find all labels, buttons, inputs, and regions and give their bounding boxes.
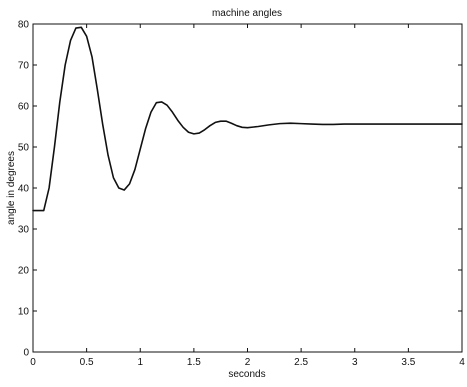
series-line xyxy=(32,26,463,212)
y-tick-label: 30 xyxy=(18,225,30,236)
y-tick-label: 50 xyxy=(18,143,30,154)
x-tick-label: 2 xyxy=(245,357,251,368)
x-axis-label: seconds xyxy=(228,369,265,380)
plot-frame xyxy=(32,23,463,353)
chart-title: machine angles xyxy=(212,8,282,19)
x-tick-label: 3 xyxy=(352,357,358,368)
x-tick-label: 2.5 xyxy=(294,357,308,368)
x-tick-label: 4 xyxy=(459,357,465,368)
y-axis-label: angle in degrees xyxy=(6,151,17,225)
x-tick-label: 3.5 xyxy=(401,357,415,368)
x-tick-label: 1.5 xyxy=(187,357,201,368)
y-tick-label: 40 xyxy=(18,184,30,195)
plot-area-background xyxy=(33,24,462,352)
y-tick-label: 10 xyxy=(18,307,30,318)
x-tick-label: 1 xyxy=(137,357,143,368)
y-tick-label: 70 xyxy=(18,61,30,72)
series-layer xyxy=(32,26,463,212)
x-tick-label: 0.5 xyxy=(80,357,94,368)
y-tick-label: 80 xyxy=(18,20,30,31)
y-tick-label: 20 xyxy=(18,266,30,277)
y-tick-label: 60 xyxy=(18,102,30,113)
y-tick-label: 0 xyxy=(23,348,29,359)
x-tick-label: 0 xyxy=(30,357,36,368)
